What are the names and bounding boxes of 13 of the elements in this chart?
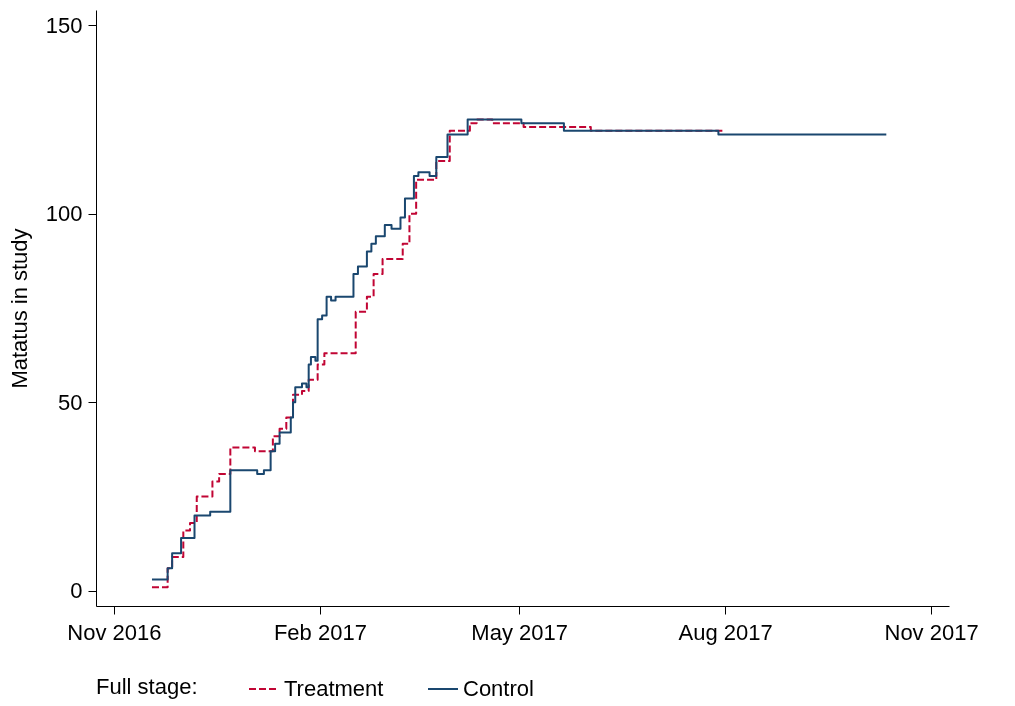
x-tick-label: Nov 2017 [884,619,979,645]
legend-label: Treatment [284,676,384,701]
y-tick-label: 0 [70,578,83,604]
x-tick-label: Nov 2016 [67,619,162,645]
y-axis-title: Matatus in study [6,228,32,389]
y-tick-label: 100 [45,201,83,227]
x-tick-label: Aug 2017 [678,619,773,645]
x-tick-label: May 2017 [471,619,568,645]
legend-label: Control [463,676,534,701]
y-tick-label: 50 [58,389,83,415]
y-tick-label: 150 [45,12,83,38]
x-tick-label: Feb 2017 [273,619,367,645]
legend-title: Full stage: [96,674,198,699]
